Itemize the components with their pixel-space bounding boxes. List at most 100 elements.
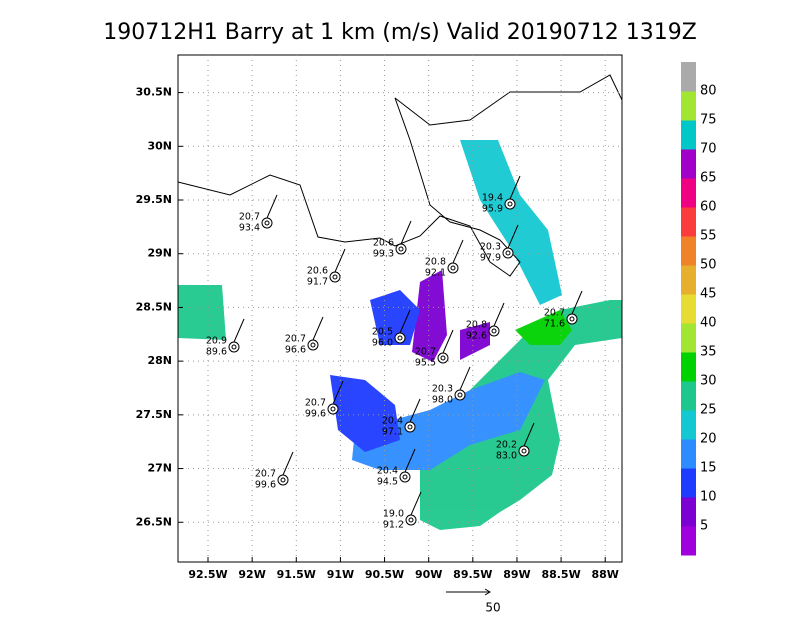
wind-barb (399, 309, 411, 334)
station-label: 92.6 (466, 331, 487, 342)
colorbar-bin (681, 265, 696, 295)
station-dot (402, 474, 408, 480)
wind-barb (442, 329, 454, 354)
station-ring (329, 271, 341, 283)
station-dot (450, 265, 456, 271)
station-label: 20.4 (377, 466, 398, 477)
x-tick-label: 90.5W (365, 568, 404, 581)
station-ring (447, 262, 459, 274)
station-label: 20.7 (544, 308, 565, 319)
station-label: 20.7 (285, 334, 306, 345)
colorbar-label: 45 (700, 287, 717, 302)
x-tick-label: 88.5W (541, 568, 580, 581)
station-dot (440, 355, 446, 361)
colorbar-label: 80 (700, 84, 717, 99)
station-ring (261, 217, 273, 229)
colorbar-label: 75 (700, 113, 717, 128)
station-ring (454, 389, 466, 401)
colorbar-bin (681, 526, 696, 556)
colorbar-label: 70 (700, 142, 717, 157)
colorbar-bin (681, 323, 696, 353)
station-ring (399, 471, 411, 483)
x-tick-label: 92.5W (188, 568, 227, 581)
station-label: 20.8 (466, 320, 487, 331)
station-label: 20.4 (382, 416, 403, 427)
station-dot (569, 316, 575, 322)
colorbar-label: 60 (700, 200, 717, 215)
y-tick-label: 29.5N (136, 193, 172, 206)
patch (460, 140, 562, 305)
station-dot (398, 246, 404, 252)
colorbar-label: 20 (700, 432, 717, 447)
station-label: 97.1 (382, 427, 403, 438)
station-label: 20.9 (206, 336, 227, 347)
station-label: 94.5 (377, 477, 398, 488)
plot-frame (177, 54, 623, 563)
station-label: 92.1 (425, 268, 446, 279)
station-dot (332, 274, 338, 280)
station-label: 95.9 (482, 204, 503, 215)
station-label: 20.5 (372, 327, 393, 338)
wind-barb (410, 491, 422, 516)
x-tick-label: 91W (327, 568, 354, 581)
station-label: 20.6 (307, 266, 328, 277)
station-label: 20.7 (415, 347, 436, 358)
station-dot (491, 328, 497, 334)
y-tick-label: 30.5N (136, 86, 172, 99)
x-tick-label: 88W (592, 568, 619, 581)
station-ring (307, 339, 319, 351)
colorbar-label: 15 (700, 461, 717, 476)
station-label: 97.9 (480, 253, 501, 264)
wind-barb (571, 290, 583, 315)
patch (515, 310, 572, 345)
coastline (177, 97, 521, 277)
station-dot (457, 392, 463, 398)
wind-barb (507, 224, 519, 249)
station-label: 19.4 (482, 193, 503, 204)
y-tick-label: 29N (147, 247, 172, 260)
y-tick-label: 27N (147, 462, 172, 475)
station-label: 20.3 (480, 242, 501, 253)
colorbar-bin (681, 91, 696, 121)
colorbar-bin (681, 178, 696, 208)
wind-barb (266, 194, 278, 219)
station-ring (228, 341, 240, 353)
y-tick-label: 27.5N (136, 408, 172, 421)
station-label: 99.6 (255, 480, 276, 491)
colorbar-label: 5 (700, 519, 708, 534)
station-dot (408, 517, 414, 523)
station-label: 96.6 (285, 345, 306, 356)
x-tick-label: 92W (238, 568, 265, 581)
colorbar-bin (681, 497, 696, 527)
colorbar-bin (681, 468, 696, 498)
stations: 20.793.420.989.620.796.620.691.720.699.3… (206, 175, 583, 531)
station-dot (280, 477, 286, 483)
colorbar-label: 55 (700, 229, 717, 244)
station-label: 20.7 (305, 398, 326, 409)
colorbar-bin (681, 207, 696, 237)
coastline (394, 74, 623, 126)
wind-barb (523, 422, 535, 447)
colorbar-label: 30 (700, 374, 717, 389)
colorbar-bin (681, 62, 696, 92)
station-label: 99.3 (373, 249, 394, 260)
station-dot (397, 335, 403, 341)
station-dot (310, 342, 316, 348)
colorbar-bin (681, 381, 696, 411)
patch (178, 285, 226, 340)
station-label: 20.7 (255, 469, 276, 480)
colorbar-label: 65 (700, 171, 717, 186)
colorbar-bin (681, 352, 696, 382)
colorbar-bin (681, 120, 696, 150)
patch (352, 372, 545, 470)
x-tick-label: 89.5W (453, 568, 492, 581)
grid: 92.5W 92W 91.5W 91W 90.5W 90W 89.5W 89W 88.5W 88W… (136, 55, 622, 581)
wind-barb (459, 366, 471, 391)
station-label: 19.0 (383, 509, 404, 520)
colorbar-bin (681, 410, 696, 440)
station-ring (404, 421, 416, 433)
station-label: 20.6 (373, 238, 394, 249)
wind-barb (404, 448, 416, 473)
x-tick-label: 89W (503, 568, 530, 581)
